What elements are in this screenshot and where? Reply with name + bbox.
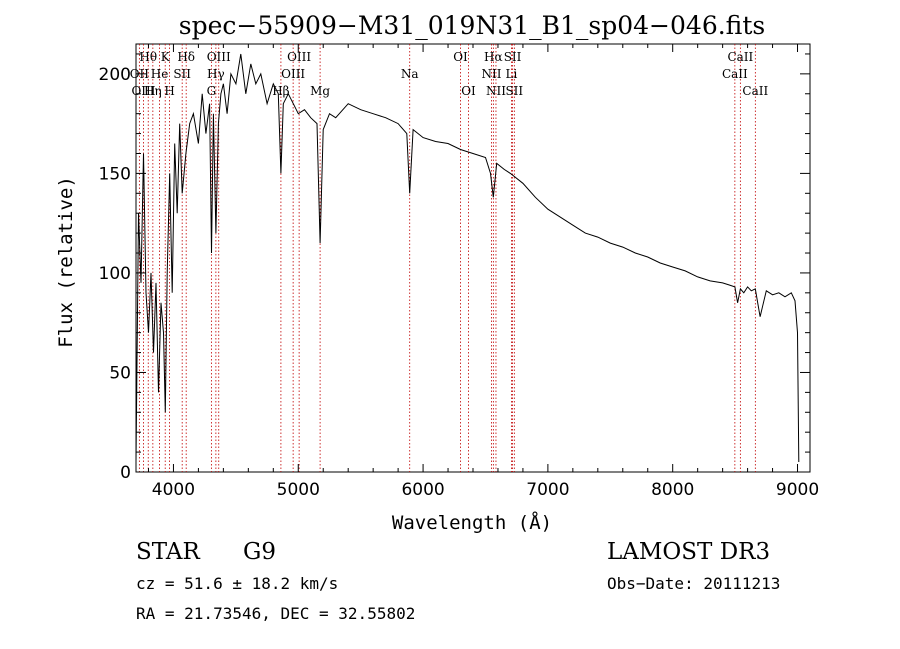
y-tick-label: 0 bbox=[120, 463, 131, 483]
x-tick-label: 7000 bbox=[526, 480, 569, 500]
x-tick-label: 6000 bbox=[401, 480, 444, 500]
y-axis-label: Flux (relative) bbox=[55, 176, 77, 348]
x-tick-label: 4000 bbox=[152, 480, 195, 500]
chart-title: spec−55909−M31_019N31_B1_sp04−046.fits bbox=[179, 11, 765, 40]
spectral-line-label: Hθ bbox=[139, 50, 157, 64]
x-tick-label: 5000 bbox=[277, 480, 320, 500]
spectral-line-label: Hδ bbox=[177, 50, 195, 64]
spectral-line-label: CaII bbox=[727, 50, 753, 64]
spectral-line-label: CaII bbox=[742, 84, 768, 98]
spectral-line-label: Na bbox=[401, 67, 419, 81]
spectral-line-label: NII bbox=[481, 67, 501, 81]
x-axis-ticks: 4000 5000 6000 7000 8000 9000 bbox=[147, 44, 819, 500]
spectral-line-label: He bbox=[151, 67, 169, 81]
y-tick-label: 50 bbox=[109, 363, 131, 383]
spectral-line-label: OIII bbox=[207, 50, 231, 64]
spectral-line-label: OIII bbox=[281, 67, 305, 81]
spectral-line-label: NII bbox=[486, 84, 506, 98]
spectral-line-label: SII bbox=[505, 84, 523, 98]
spectral-line-markers bbox=[138, 44, 756, 472]
object-subclass: G9 bbox=[243, 539, 276, 565]
spectral-line-label: OIII bbox=[287, 50, 311, 64]
y-tick-label: 150 bbox=[99, 164, 131, 184]
spectral-line-label: Hη bbox=[144, 84, 162, 98]
spectral-line-label: OI bbox=[453, 50, 468, 64]
spectral-line-label: OI bbox=[461, 84, 476, 98]
survey-name: LAMOST DR3 bbox=[607, 539, 770, 565]
spectral-line-label: Li bbox=[506, 67, 518, 81]
x-axis-label: Wavelength (Å) bbox=[392, 511, 552, 534]
spectral-line-label: SII bbox=[504, 50, 522, 64]
x-tick-label: 9000 bbox=[776, 480, 819, 500]
spectral-line-label: SII bbox=[173, 67, 191, 81]
spectral-line-label: Hα bbox=[484, 50, 503, 64]
spectral-line-label: Hβ bbox=[272, 84, 289, 98]
flux-series-line bbox=[135, 53, 800, 463]
spectral-line-label: Mg bbox=[310, 84, 330, 98]
spectral-line-label: G bbox=[207, 84, 217, 98]
y-axis-ticks: 0 50 100 150 200 bbox=[99, 53, 810, 483]
y-tick-label: 100 bbox=[99, 264, 131, 284]
coordinates: RA = 21.73546, DEC = 32.55802 bbox=[136, 604, 415, 623]
plot-frame bbox=[135, 43, 811, 473]
spectral-line-label: Hγ bbox=[207, 67, 225, 81]
y-tick-label: 200 bbox=[99, 65, 131, 85]
spectral-line-label: H bbox=[164, 84, 174, 98]
spectral-line-label: K bbox=[161, 50, 171, 64]
obs-date: Obs−Date: 20111213 bbox=[607, 574, 780, 593]
spectral-line-label: CaII bbox=[722, 67, 748, 81]
spectral-line-label: OIII bbox=[131, 84, 155, 98]
object-class: STAR bbox=[136, 539, 200, 565]
redshift-text: cz = 51.6 ± 18.2 km/s bbox=[136, 574, 338, 593]
x-tick-label: 8000 bbox=[651, 480, 694, 500]
